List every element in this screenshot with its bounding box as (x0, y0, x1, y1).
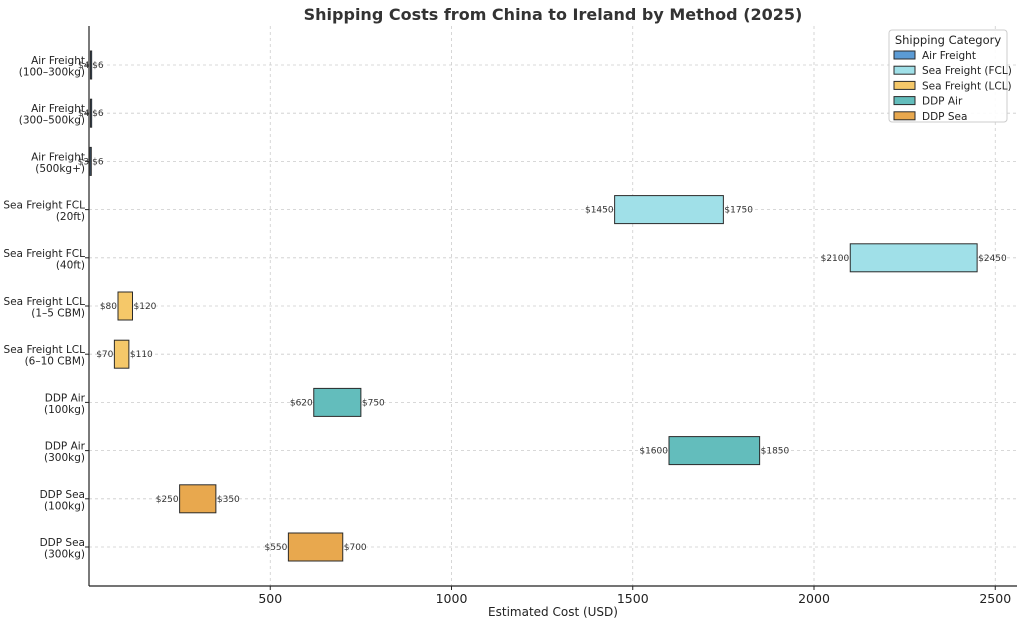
x-tick-label: 1000 (436, 591, 468, 606)
max-value-label: $120 (134, 302, 157, 312)
y-tick-label-line: (100kg) (44, 500, 85, 512)
min-value-label: $250 (156, 495, 179, 505)
y-tick-label-line: (300–500kg) (19, 115, 85, 127)
legend-swatch (893, 50, 916, 60)
min-value-label: $3 (78, 157, 89, 167)
range-bar (117, 291, 133, 321)
y-tick-label-line: DDP Air (45, 441, 86, 453)
legend-swatch (893, 65, 916, 75)
y-tick-label-line: (20ft) (56, 211, 85, 223)
y-tick-label-line: DDP Air (45, 392, 86, 404)
bars-layer: $4 $6$4 $6$3 $6$1450 $1750$2100 $2450$80 $120$… (78, 50, 1007, 562)
max-value-label: $6 (92, 109, 104, 119)
min-value-label: $1450 (585, 206, 614, 216)
max-value-label: $110 (130, 350, 153, 360)
range-bar (89, 146, 92, 176)
range-bar (849, 243, 978, 273)
y-tick-label-line: (300kg) (44, 549, 85, 561)
range-bar (287, 532, 344, 562)
y-tick-label-line: (500kg+) (35, 163, 85, 175)
y-tick-label: DDP Sea (300kg) (40, 537, 85, 561)
y-tick-label-line: (300kg) (44, 452, 85, 464)
range-bar (668, 436, 761, 466)
max-value-label: $750 (362, 398, 385, 408)
x-tick-label: 2000 (798, 591, 830, 606)
max-value-label: $2450 (978, 254, 1007, 264)
max-value-label: $1750 (724, 206, 753, 216)
min-value-label: $70 (96, 350, 113, 360)
x-tick-label: 500 (258, 591, 282, 606)
y-tick-label-line: (100–300kg) (19, 67, 85, 79)
range-bar (313, 387, 362, 417)
min-value-label: $2100 (821, 254, 850, 264)
max-value-label: $1850 (761, 447, 790, 457)
legend-swatch (893, 111, 916, 121)
range-bar (89, 98, 93, 128)
max-value-label: $6 (92, 61, 104, 71)
legend-entry: Sea Freight (FCL) (922, 65, 1012, 77)
min-value-label: $1600 (639, 447, 668, 457)
y-tick-label-line: Sea Freight FCL (3, 200, 85, 212)
min-value-label: $4 (78, 61, 90, 71)
y-tick-label-line: Sea Freight LCL (4, 296, 86, 308)
legend-entry: Sea Freight (LCL) (922, 80, 1012, 92)
legend-entry: DDP Sea (922, 111, 967, 123)
chart-title: Shipping Costs from China to Ireland by … (304, 5, 803, 24)
y-tick-label: Sea Freight FCL (40ft) (3, 248, 85, 272)
y-tick-label: Air Freight (100–300kg) (19, 55, 85, 79)
legend-entry: Air Freight (922, 50, 976, 62)
y-tick-label-line: (100kg) (44, 404, 85, 416)
y-tick-label-line: Sea Freight FCL (3, 248, 85, 260)
y-tick-label: DDP Sea (100kg) (40, 489, 85, 513)
min-value-label: $80 (100, 302, 117, 312)
legend-entry: DDP Air (922, 96, 963, 108)
min-value-label: $4 (78, 109, 90, 119)
y-tick-label: DDP Air (300kg) (44, 441, 86, 465)
y-tick-label-line: (6–10 CBM) (25, 356, 85, 368)
grid-layer (89, 26, 1017, 586)
y-tick-label-line: DDP Sea (40, 537, 85, 549)
y-tick-label: Sea Freight LCL (6–10 CBM) (4, 344, 86, 368)
x-tick-label: 2500 (979, 591, 1011, 606)
max-value-label: $6 (92, 157, 104, 167)
min-value-label: $620 (290, 398, 313, 408)
legend-box (888, 29, 1008, 123)
x-axis-label: Estimated Cost (USD) (488, 605, 618, 619)
y-tick-label-line: Air Freight (31, 103, 85, 115)
max-value-label: $350 (217, 495, 240, 505)
y-tick-label: Air Freight (300–500kg) (19, 103, 85, 127)
range-bar (89, 50, 93, 80)
legend-swatch (893, 80, 916, 90)
min-value-label: $550 (264, 543, 287, 553)
y-tick-label: Sea Freight FCL (20ft) (3, 200, 85, 224)
y-tick-label: DDP Air (100kg) (44, 392, 86, 416)
range-bar (113, 339, 130, 369)
x-tick-label: 1500 (617, 591, 649, 606)
max-value-label: $700 (344, 543, 367, 553)
legend-title: Shipping Category (895, 33, 1002, 47)
y-tick-label-line: (1–5 CBM) (31, 308, 85, 320)
range-bar (179, 484, 217, 514)
y-tick-label-line: (40ft) (56, 259, 85, 271)
range-bar (614, 195, 724, 225)
y-tick-label: Sea Freight LCL (1–5 CBM) (4, 296, 86, 320)
legend: Shipping Category Air Freight Sea Freight … (888, 29, 1012, 123)
y-tick-label-line: Sea Freight LCL (4, 344, 86, 356)
y-tick-label: Air Freight (500kg+) (31, 151, 85, 175)
y-tick-label-line: Air Freight (31, 151, 85, 163)
legend-swatch (893, 96, 916, 106)
y-tick-label-line: DDP Sea (40, 489, 85, 501)
y-tick-label-line: Air Freight (31, 55, 85, 67)
